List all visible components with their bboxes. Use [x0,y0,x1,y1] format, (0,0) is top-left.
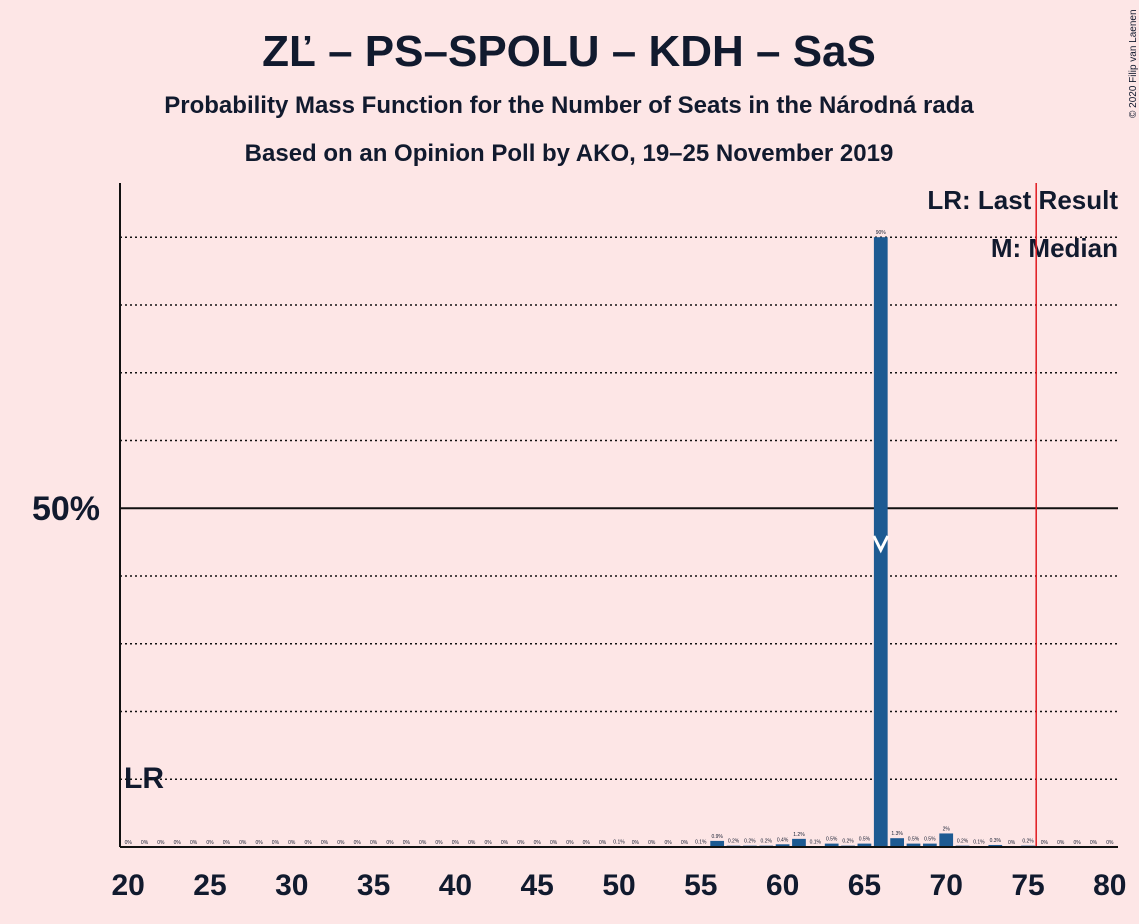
value-label: 2% [943,826,951,832]
bar [873,237,888,847]
bar [906,843,921,847]
value-label: 0% [1073,840,1081,846]
value-label: 0% [550,840,558,846]
value-label: 0% [141,840,149,846]
value-label: 0.5% [826,837,838,843]
value-label: 0% [174,840,182,846]
value-label: 0% [534,840,542,846]
x-tick-label: 50 [602,869,635,902]
value-label: 0.1% [973,839,985,845]
chart-title: ZĽ – PS–SPOLU – KDH – SaS [262,27,876,76]
value-label: 0% [664,840,672,846]
value-label: 0% [157,840,165,846]
x-tick-label: 40 [439,869,472,902]
value-label: 0% [468,840,476,846]
value-label: 0% [648,840,656,846]
value-label: 0.4% [777,837,789,843]
chart-subtitle: Based on an Opinion Poll by AKO, 19–25 N… [245,140,894,167]
bar [775,844,790,847]
value-label: 0.1% [810,839,822,845]
x-tick-label: 65 [848,869,881,902]
x-tick-label: 20 [111,869,144,902]
value-label: 0% [321,840,329,846]
value-label: 0% [1041,840,1049,846]
value-label: 0% [370,840,378,846]
value-label: 0.2% [744,839,756,845]
bar [824,843,839,847]
value-label: 0.5% [924,837,936,843]
bar [857,843,872,847]
bar [710,840,725,847]
value-label: 0% [583,840,591,846]
value-label: 0% [501,840,509,846]
x-tick-label: 60 [766,869,799,902]
value-label: 0% [419,840,427,846]
value-label: 0% [435,840,443,846]
x-tick-label: 80 [1093,869,1126,902]
value-label: 1.3% [891,831,903,837]
value-label: 0.2% [1022,839,1034,845]
bar [939,833,954,847]
legend-entry: M: Median [991,233,1118,263]
value-label: 0% [1090,840,1098,846]
value-label: 0% [255,840,263,846]
x-tick-label: 45 [521,869,554,902]
value-label: 0% [566,840,574,846]
value-label: 0% [1106,840,1114,846]
value-label: 0.3% [990,838,1002,844]
x-tick-label: 35 [357,869,390,902]
value-label: 0.1% [613,839,625,845]
value-label: 0% [452,840,460,846]
bar [792,838,806,847]
y-tick-label: 50% [32,490,100,528]
value-label: 0% [354,840,362,846]
value-label: 0% [337,840,345,846]
value-label: 0.2% [842,839,854,845]
value-label: 0% [599,840,607,846]
value-label: 0% [288,840,296,846]
value-label: 0% [1057,840,1065,846]
bar [988,844,1003,847]
x-tick-label: 75 [1011,869,1044,902]
value-label: 0% [386,840,394,846]
value-label: 0% [272,840,280,846]
x-tick-label: 25 [193,869,226,902]
legend-entry: LR: Last Result [927,185,1118,215]
value-label: 0.2% [957,839,969,845]
value-label: 0% [239,840,247,846]
value-label: 0% [517,840,525,846]
value-label: 0.5% [908,837,920,843]
chart-subtitle: Probability Mass Function for the Number… [164,92,974,119]
copyright: © 2020 Filip van Laenen [1128,9,1139,118]
value-label: 0% [681,840,689,846]
x-tick-label: 70 [930,869,963,902]
value-label: 0% [305,840,313,846]
value-label: 0.5% [859,837,871,843]
value-label: 0% [190,840,198,846]
bar [922,843,937,847]
value-label: 0% [206,840,214,846]
value-label: 0.9% [711,834,723,840]
median-marker [872,535,890,554]
value-label: 0% [223,840,231,846]
value-label: 0.2% [761,839,773,845]
value-label: 0% [403,840,411,846]
x-tick-label: 55 [684,869,717,902]
bar [890,838,905,847]
value-label: 0.2% [728,839,740,845]
value-label: 0% [632,840,640,846]
value-label: 0% [125,840,133,846]
x-tick-label: 30 [275,869,308,902]
value-label: 90% [876,230,887,236]
value-label: 0.1% [695,839,707,845]
value-label: 0% [484,840,492,846]
value-label: 1.2% [793,832,805,838]
value-label: 0% [1008,840,1016,846]
